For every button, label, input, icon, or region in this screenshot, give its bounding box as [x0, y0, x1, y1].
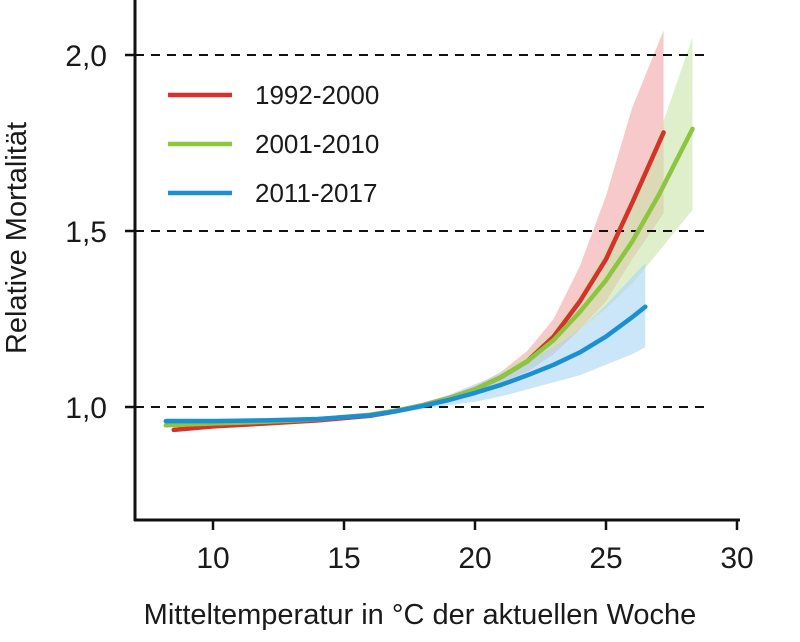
legend-label-2001-2010: 2001-2010 [255, 129, 379, 159]
series-line-1992-2000 [171, 130, 666, 433]
x-tick-label: 15 [327, 542, 360, 575]
y-axis-title: Relative Mortalität [1, 122, 33, 354]
y-tick-label: 1,0 [65, 392, 107, 425]
x-tick-label: 30 [720, 542, 753, 575]
x-tick-label: 20 [458, 542, 491, 575]
series-lines [163, 126, 695, 433]
axes [125, 0, 740, 530]
series-line-2011-2017 [163, 304, 648, 424]
legend: 1992-2000 2001-2010 2011-2017 [168, 80, 379, 208]
x-axis-title: Mitteltemperatur in °C der aktuellen Woc… [144, 599, 697, 631]
tick-labels: 1,0 1,5 2,0 10 15 20 25 30 [65, 40, 753, 575]
y-tick-label: 2,0 [65, 40, 107, 73]
band-2011-2017 [165, 262, 646, 424]
x-tick-label: 10 [196, 542, 229, 575]
x-tick-label: 25 [589, 542, 622, 575]
legend-label-2011-2017: 2011-2017 [255, 178, 377, 208]
y-tick-label: 1,5 [65, 216, 107, 249]
legend-label-1992-2000: 1992-2000 [255, 80, 379, 110]
